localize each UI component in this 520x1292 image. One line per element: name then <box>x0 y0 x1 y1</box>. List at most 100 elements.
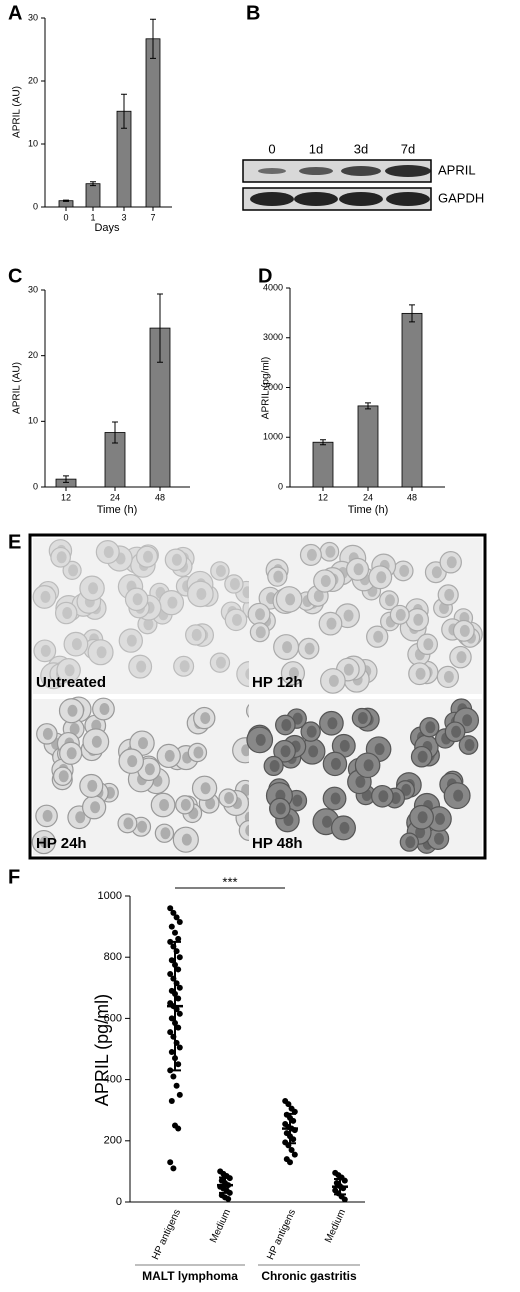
bar <box>357 405 379 488</box>
x-tick-label: Medium <box>208 1208 233 1245</box>
nucleus <box>444 588 455 601</box>
bar <box>312 441 334 488</box>
nucleus <box>255 608 266 621</box>
error-bar <box>365 402 371 410</box>
nucleus <box>328 674 339 687</box>
point <box>170 909 177 916</box>
x-tick-label: 1 <box>90 212 95 222</box>
x-tick-label: 48 <box>407 492 417 502</box>
nucleus <box>376 571 387 584</box>
nucleus <box>326 617 337 630</box>
nucleus <box>433 832 444 845</box>
point <box>287 1159 293 1166</box>
point <box>175 1024 182 1031</box>
nucleus <box>339 821 350 834</box>
error-bar <box>150 18 156 59</box>
nucleus <box>42 809 53 822</box>
nucleus <box>417 750 428 763</box>
panel-letter: C <box>8 265 22 287</box>
nucleus <box>373 630 384 643</box>
nucleus <box>423 638 434 651</box>
x-tick-label: 12 <box>318 492 328 502</box>
nucleus <box>215 564 226 577</box>
y-tick-label: 4000 <box>263 282 283 292</box>
nucleus <box>91 735 102 748</box>
image-label: HP 24h <box>36 835 87 852</box>
nucleus <box>275 802 286 815</box>
nucleus <box>40 590 51 603</box>
nucleus <box>456 651 467 664</box>
nucleus <box>255 626 266 639</box>
point <box>168 1098 175 1105</box>
point <box>291 1151 298 1158</box>
significance-label: *** <box>222 874 237 889</box>
point <box>341 1196 348 1203</box>
nucleus <box>357 712 368 725</box>
nucleus <box>413 613 424 626</box>
nucleus <box>88 582 99 595</box>
point <box>175 966 182 973</box>
y-tick-label: 30 <box>28 284 38 294</box>
nucleus <box>285 593 296 606</box>
nucleus <box>160 827 171 840</box>
y-tick-label: 30 <box>28 12 38 22</box>
y-tick-label: 1000 <box>98 890 122 902</box>
point <box>176 1091 183 1098</box>
nucleus <box>308 745 319 758</box>
lane-label: 1d <box>309 141 323 156</box>
nucleus <box>431 566 442 579</box>
nucleus <box>179 660 190 673</box>
band <box>250 192 294 206</box>
point <box>167 905 174 912</box>
nucleus <box>443 670 454 683</box>
nucleus <box>313 589 324 602</box>
band <box>299 167 333 175</box>
x-tick-label: HP antigens <box>150 1208 183 1262</box>
nucleus <box>99 703 110 716</box>
nucleus <box>143 550 154 563</box>
error-bar <box>121 93 127 129</box>
point <box>175 1061 182 1068</box>
nucleus <box>231 613 242 626</box>
y-tick-label: 20 <box>28 350 38 360</box>
point <box>290 1117 297 1124</box>
nucleus <box>330 792 341 805</box>
nucleus <box>180 798 191 811</box>
x-tick-label: 48 <box>155 492 165 502</box>
nucleus <box>143 618 154 631</box>
point <box>172 929 178 936</box>
point <box>175 995 182 1002</box>
nucleus <box>68 564 79 577</box>
nucleus <box>66 747 77 760</box>
point <box>167 1029 174 1036</box>
y-tick-label: 400 <box>104 1074 122 1086</box>
y-axis-label: APRIL (AU) <box>12 86 23 138</box>
y-tick-label: 20 <box>28 75 38 85</box>
nucleus <box>353 563 364 576</box>
lane-label: 3d <box>354 141 368 156</box>
nucleus <box>224 792 235 805</box>
lane-label: 0 <box>268 141 275 156</box>
y-axis-label: APRIL (AU) <box>12 362 23 414</box>
point <box>168 923 175 930</box>
nucleus <box>126 634 137 647</box>
point <box>173 914 180 921</box>
point <box>168 957 175 964</box>
y-tick-label: 0 <box>33 201 38 211</box>
nucleus <box>127 755 138 768</box>
panel-letter: B <box>246 2 260 24</box>
nucleus <box>64 664 75 677</box>
x-tick-label: 0 <box>63 212 68 222</box>
nucleus <box>384 594 395 607</box>
sd-bar <box>334 1178 346 1196</box>
error-bar <box>320 439 326 446</box>
nucleus <box>138 737 149 750</box>
nucleus <box>167 596 178 609</box>
nucleus <box>137 820 148 833</box>
band <box>294 192 338 206</box>
nucleus <box>39 836 50 849</box>
y-tick-label: 10 <box>28 416 38 426</box>
nucleus <box>462 714 473 727</box>
nucleus <box>282 641 293 654</box>
nucleus <box>453 789 464 802</box>
